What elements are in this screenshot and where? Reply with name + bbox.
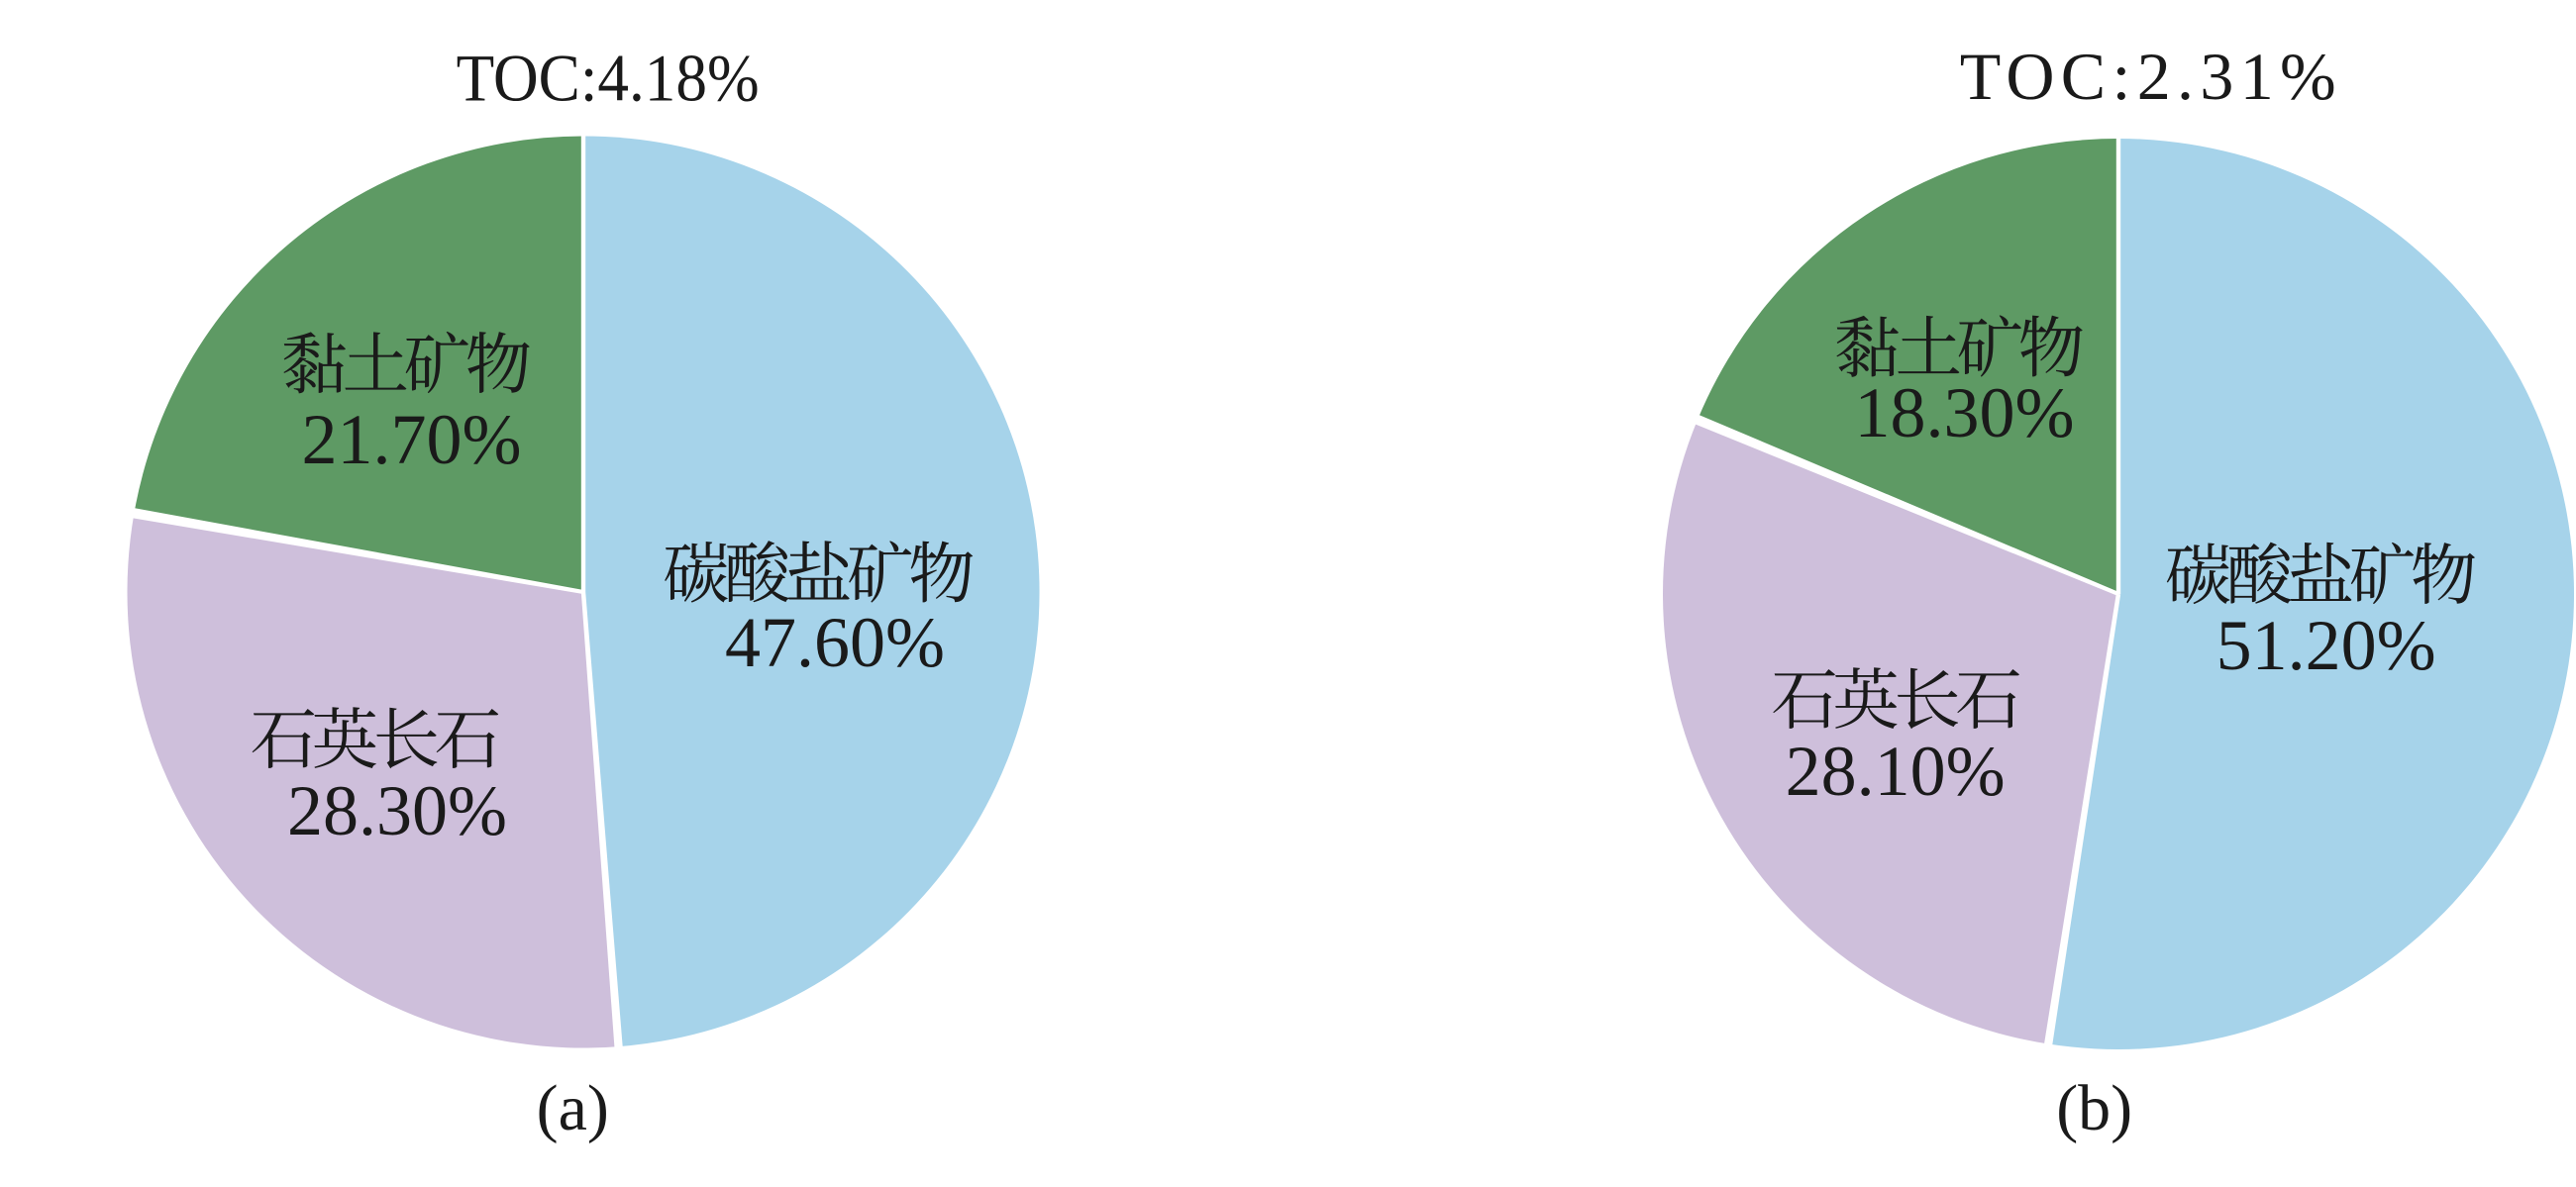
svg-text:47.60%: 47.60% — [725, 603, 945, 682]
svg-text:18.30%: 18.30% — [1855, 373, 2075, 452]
svg-text:TOC:2.31%: TOC:2.31% — [1960, 39, 2336, 114]
svg-text:51.20%: 51.20% — [2216, 606, 2436, 685]
svg-text:TOC:4.18%: TOC:4.18% — [457, 41, 760, 116]
svg-text:28.30%: 28.30% — [287, 771, 507, 850]
svg-text:(b): (b) — [2056, 1072, 2132, 1144]
svg-text:21.70%: 21.70% — [302, 400, 522, 479]
svg-text:28.10%: 28.10% — [1786, 732, 2006, 811]
svg-text:(a): (a) — [537, 1072, 609, 1144]
